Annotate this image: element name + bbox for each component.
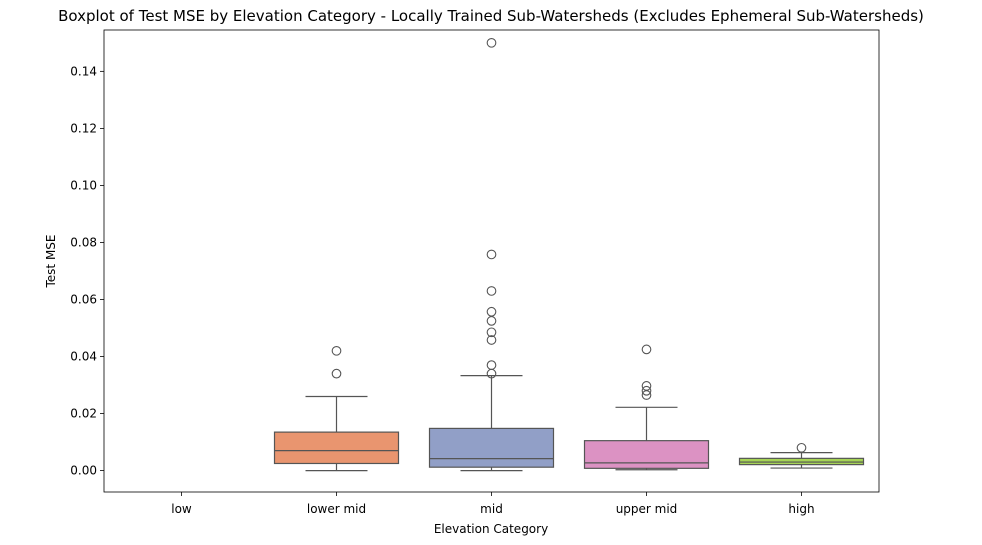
y-tick-label: 0.02 — [70, 407, 97, 421]
x-tick-label: upper mid — [616, 502, 678, 516]
y-tick-label: 0.12 — [70, 121, 97, 135]
outlier-point — [641, 344, 652, 355]
y-axis-label: Test MSE — [44, 235, 58, 289]
x-tick-label: high — [788, 502, 814, 516]
y-tick-label: 0.06 — [70, 293, 97, 307]
x-tick-label: low — [171, 502, 192, 516]
box-upper-mid — [583, 440, 710, 469]
chart-title: Boxplot of Test MSE by Elevation Categor… — [58, 7, 924, 25]
outlier-point — [486, 286, 497, 296]
box-mid — [428, 427, 555, 468]
x-axis-label: Elevation Category — [434, 522, 548, 536]
outlier-point — [641, 381, 652, 391]
x-tick-label: lower mid — [307, 502, 366, 516]
outlier-point — [486, 249, 497, 260]
outlier-point — [486, 360, 497, 370]
outlier-point — [486, 37, 497, 48]
x-tick-label: mid — [480, 502, 503, 516]
y-tick-label: 0.14 — [70, 64, 97, 78]
outlier-point — [486, 335, 497, 345]
y-tick-label: 0.08 — [70, 235, 97, 249]
y-tick-label: 0.00 — [70, 464, 97, 478]
y-tick-label: 0.04 — [70, 350, 97, 364]
outlier-point — [486, 306, 497, 317]
box-lower-mid — [273, 431, 400, 465]
outlier-point — [486, 327, 497, 338]
outlier-point — [331, 368, 342, 379]
outlier-point — [641, 385, 652, 396]
plot-area: 0.00 0.02 0.04 0.06 0.08 0.10 0.12 0.14 low lower… — [70, 29, 880, 516]
outlier-point — [796, 442, 807, 453]
outlier-point — [331, 345, 342, 356]
y-tick-label: 0.10 — [70, 178, 97, 192]
outlier-point — [486, 316, 497, 326]
